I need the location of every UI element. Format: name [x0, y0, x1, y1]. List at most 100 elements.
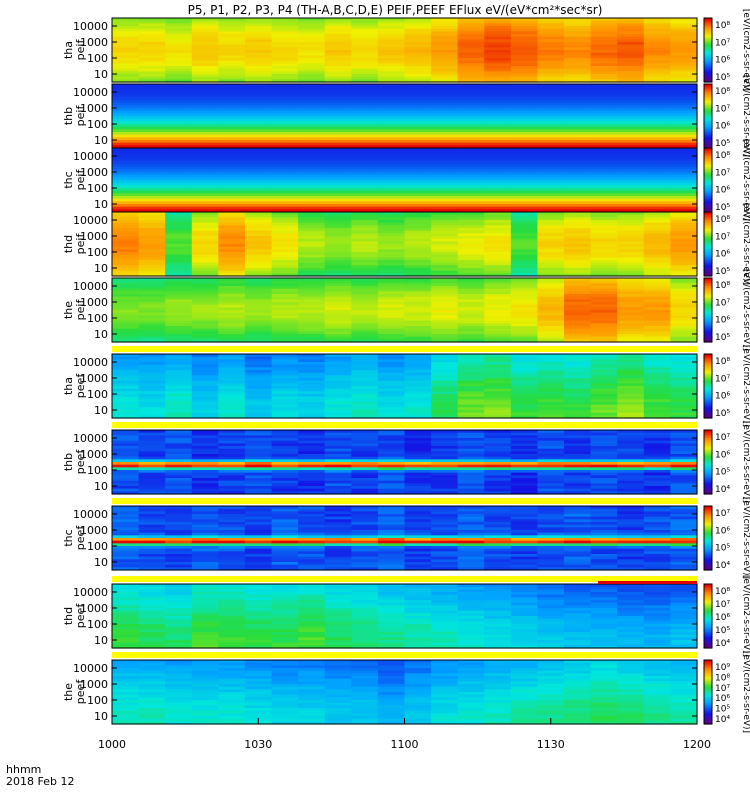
- spectrogram-cell: [112, 302, 140, 306]
- spectrogram-cell: [617, 532, 645, 536]
- spectrogram-cell: [244, 519, 273, 523]
- spectrogram-cell: [617, 79, 645, 83]
- spectrogram-cell: [590, 394, 618, 398]
- spectrogram-cell: [670, 190, 698, 194]
- spectrogram-cell: [191, 201, 219, 205]
- spectrogram-cell: [165, 105, 193, 109]
- spectrogram-cell: [298, 486, 326, 490]
- spectrogram-cell: [537, 225, 565, 229]
- spectrogram-cell: [351, 100, 379, 104]
- spectrogram-cell: [457, 201, 485, 205]
- spectrogram-cell: [670, 456, 698, 460]
- spectrogram-cell: [564, 39, 592, 43]
- spectrogram-cell: [351, 153, 379, 157]
- spectrogram-cell: [244, 302, 273, 306]
- spectrogram-cell: [590, 44, 618, 48]
- spectrogram-cell: [404, 556, 432, 560]
- spectrogram-cell: [165, 180, 193, 184]
- spectrogram-cell: [271, 129, 299, 133]
- spectrogram-cell: [218, 268, 246, 272]
- spectrogram-cell: [404, 312, 432, 316]
- spectrogram-cell: [617, 530, 645, 534]
- spectrogram-cell: [218, 464, 246, 468]
- spectrogram-cell: [324, 188, 352, 192]
- colorbar-step: [704, 298, 712, 301]
- colorbar-step: [704, 563, 712, 566]
- spectrogram-cell: [484, 18, 512, 22]
- spectrogram-cell: [510, 551, 539, 555]
- colorbar-step: [704, 528, 712, 531]
- spectrogram-cell: [351, 94, 379, 98]
- spectrogram-cell: [244, 257, 273, 261]
- spectrogram-cell: [191, 328, 219, 332]
- colorbar-tick-label: 10⁶: [715, 316, 730, 326]
- spectrogram-cell: [590, 145, 618, 149]
- spectrogram-cell: [431, 323, 459, 327]
- spectrogram-cell: [165, 55, 193, 59]
- colorbar-step: [704, 87, 712, 90]
- spectrogram-cell: [112, 180, 140, 184]
- spectrogram-cell: [191, 432, 219, 436]
- spectrogram-cell: [537, 116, 565, 120]
- spectrogram-cell: [590, 530, 618, 534]
- spectrogram-cell: [484, 47, 512, 51]
- spectrogram-cell: [112, 126, 140, 130]
- spectrogram-cell: [617, 375, 645, 379]
- spectrogram-cell: [431, 540, 459, 544]
- spectrogram-cell: [324, 540, 352, 544]
- spectrogram-cell: [670, 336, 698, 340]
- spectrogram-cell: [298, 483, 326, 487]
- spectrogram-cell: [191, 326, 219, 330]
- spectrogram-cell: [510, 567, 539, 571]
- spectrogram-cell: [298, 621, 326, 625]
- spectrogram-cell: [298, 564, 326, 568]
- spectrogram-cell: [484, 177, 512, 181]
- spectrogram-cell: [537, 519, 565, 523]
- spectrogram-cell: [165, 142, 193, 146]
- spectrogram-cell: [404, 238, 432, 242]
- spectrogram-cell: [617, 63, 645, 67]
- spectrogram-cell: [564, 198, 592, 202]
- spectrogram-cell: [324, 28, 352, 32]
- spectrogram-cell: [324, 92, 352, 96]
- spectrogram-cell: [271, 257, 299, 261]
- spectrogram-cell: [351, 430, 379, 434]
- spectrogram-cell: [112, 362, 140, 366]
- spectrogram-cell: [112, 201, 140, 205]
- spectrogram-cell: [404, 52, 432, 56]
- spectrogram-cell: [138, 564, 166, 568]
- spectrogram-cell: [271, 456, 299, 460]
- spectrogram-cell: [271, 220, 299, 224]
- spectrogram-cell: [351, 212, 379, 216]
- spectrogram-cell: [244, 459, 273, 463]
- spectrogram-cell: [244, 356, 273, 360]
- spectrogram-cell: [112, 20, 140, 24]
- spectrogram-cell: [138, 597, 166, 601]
- spectrogram-cell: [404, 166, 432, 170]
- spectrogram-cell: [377, 438, 406, 442]
- spectrogram-cell: [590, 448, 618, 452]
- spectrogram-cell: [377, 334, 406, 338]
- spectrogram-cell: [617, 356, 645, 360]
- spectrogram-cell: [590, 20, 618, 24]
- spectrogram-cell: [218, 629, 246, 633]
- spectrogram-cell: [298, 592, 326, 596]
- spectrogram-cell: [351, 86, 379, 90]
- spectrogram-cell: [112, 584, 140, 588]
- colorbar-step: [704, 106, 712, 109]
- spectrogram-cell: [590, 486, 618, 490]
- colorbar-step: [704, 368, 712, 371]
- spectrogram-cell: [298, 448, 326, 452]
- spectrogram-cell: [271, 323, 299, 327]
- colorbar-step: [704, 22, 712, 25]
- spectrogram-cell: [191, 396, 219, 400]
- spectrogram-cell: [457, 265, 485, 269]
- spectrogram-cell: [324, 288, 352, 292]
- spectrogram-cell: [510, 260, 539, 264]
- colorbar-step: [704, 53, 712, 56]
- spectrogram-cell: [165, 383, 193, 387]
- spectrogram-cell: [404, 462, 432, 466]
- spectrogram-cell: [484, 268, 512, 272]
- spectrogram-cell: [324, 367, 352, 371]
- spectrogram-cell: [244, 548, 273, 552]
